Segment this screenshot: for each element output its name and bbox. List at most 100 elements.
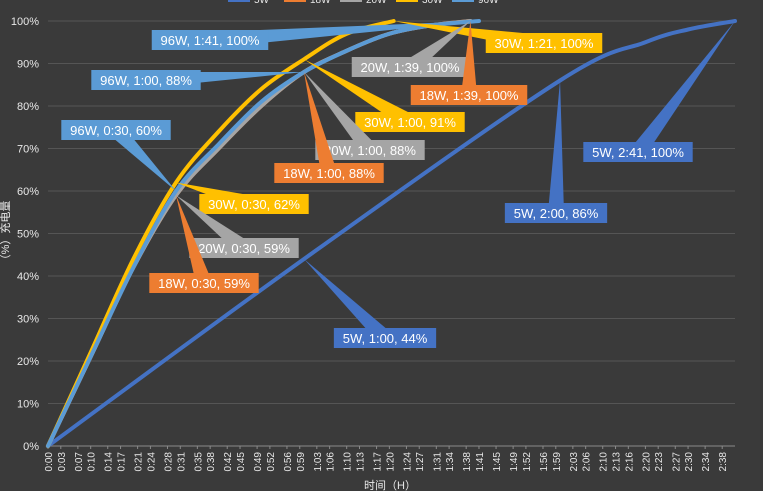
x-tick-label: 1:59 — [552, 452, 563, 472]
callout-box — [355, 112, 465, 132]
data-callout: 30W, 0:30, 62% — [176, 182, 309, 214]
callout-label: 5W, 1:00, 44% — [343, 331, 428, 346]
legend-label: 18W — [310, 0, 331, 6]
x-tick-label: 1:49 — [509, 452, 520, 472]
x-tick-label: 0:42 — [223, 452, 234, 472]
data-callout: 18W, 0:30, 59% — [149, 195, 259, 293]
x-tick-label: 2:03 — [569, 452, 580, 472]
y-tick-label: 20% — [17, 356, 39, 368]
y-axis-label: （%）充电量 — [0, 201, 12, 266]
x-tick-label: 1:27 — [415, 452, 426, 472]
x-tick-label: 0:38 — [206, 452, 217, 472]
y-tick-label: 50% — [17, 229, 39, 241]
x-tick-label: 2:38 — [718, 452, 729, 472]
callout-box — [315, 140, 425, 160]
x-tick-label: 1:52 — [522, 452, 533, 472]
y-tick-label: 100% — [11, 16, 39, 28]
x-tick-label: 2:13 — [612, 452, 623, 472]
callout-box — [485, 33, 603, 53]
x-tick-label: 0:03 — [57, 452, 68, 472]
callout-label: 96W, 1:00, 88% — [100, 73, 192, 88]
callout-box — [504, 203, 608, 223]
x-tick-label: 0:31 — [176, 452, 187, 472]
callout-pointer — [209, 21, 479, 48]
callout-box — [410, 85, 528, 105]
data-callout: 96W, 0:30, 60% — [61, 120, 177, 191]
callout-label: 5W, 2:41, 100% — [592, 145, 684, 160]
x-tick-label: 0:49 — [253, 452, 264, 472]
data-callout: 5W, 1:00, 44% — [304, 259, 437, 348]
x-tick-label: 0:00 — [44, 452, 55, 472]
x-tick-label: 0:10 — [87, 452, 98, 472]
x-tick-label: 1:56 — [539, 452, 550, 472]
callout-label: 5W, 2:00, 86% — [514, 206, 599, 221]
legend-label: 96W — [478, 0, 499, 6]
callout-pointer — [304, 72, 337, 175]
y-tick-label: 80% — [17, 101, 39, 113]
callout-label: 20W, 1:00, 88% — [324, 143, 416, 158]
x-tick-label: 0:17 — [117, 452, 128, 472]
callout-label: 18W, 0:30, 59% — [158, 276, 250, 291]
x-tick-label: 1:24 — [402, 452, 413, 472]
data-callout: 30W, 1:21, 100% — [393, 21, 603, 53]
x-tick-label: 0:24 — [146, 452, 157, 472]
data-callout: 20W, 0:30, 59% — [176, 195, 299, 258]
y-tick-label: 70% — [17, 144, 39, 156]
data-callout: 18W, 1:00, 88% — [274, 72, 384, 183]
data-callout: 5W, 2:41, 100% — [583, 21, 735, 162]
x-tick-label: 0:21 — [134, 452, 145, 472]
series-line-96w — [46, 19, 481, 448]
data-callout: 96W, 1:00, 88% — [91, 70, 305, 90]
data-callout: 96W, 1:41, 100% — [151, 21, 479, 50]
data-callout: 30W, 1:00, 91% — [304, 59, 465, 132]
x-tick-label: 1:41 — [475, 452, 486, 472]
legend-label: 5W — [254, 0, 270, 6]
data-callout: 20W, 1:00, 88% — [304, 72, 425, 160]
callout-pointer — [304, 72, 377, 156]
callout-label: 18W, 1:00, 88% — [283, 166, 375, 181]
x-tick-label: 0:07 — [74, 452, 85, 472]
x-tick-label: 2:23 — [654, 452, 665, 472]
y-tick-label: 90% — [17, 59, 39, 71]
x-tick-label: 0:35 — [193, 452, 204, 472]
callout-pointer — [304, 259, 391, 344]
x-tick-label: 1:38 — [462, 452, 473, 472]
x-tick-label: 2:20 — [641, 452, 652, 472]
series-line-5w — [46, 19, 737, 448]
x-tick-label: 2:30 — [684, 452, 695, 472]
x-tick-label: 1:10 — [343, 452, 354, 472]
callout-box — [333, 328, 437, 348]
callout-pointer — [548, 80, 564, 214]
x-tick-label: 0:28 — [163, 452, 174, 472]
callout-label: 96W, 0:30, 60% — [70, 123, 162, 138]
x-axis-label: 时间（H） — [364, 479, 416, 491]
x-tick-label: 2:10 — [599, 452, 610, 472]
axes: 0%10%20%30%40%50%60%70%80%90%100%0:00 0:0… — [11, 16, 735, 471]
callout-pointer — [631, 21, 735, 157]
x-tick-label: 2:27 — [671, 452, 682, 472]
callout-pointer — [176, 195, 212, 286]
x-tick-label: 1:31 — [432, 452, 443, 472]
callout-box — [351, 57, 469, 77]
data-callout: 20W, 1:39, 100% — [351, 21, 471, 77]
callout-label: 20W, 1:39, 100% — [360, 60, 459, 75]
y-tick-label: 40% — [17, 271, 39, 283]
x-tick-label: 0:45 — [236, 452, 247, 472]
callout-label: 18W, 1:39, 100% — [419, 88, 518, 103]
x-tick-label: 0:14 — [104, 452, 115, 472]
legend: 5W 18W 20W 30W 96W — [228, 0, 499, 6]
x-tick-label: 2:06 — [582, 452, 593, 472]
callout-box — [189, 238, 299, 258]
callout-label: 30W, 0:30, 62% — [208, 197, 300, 212]
x-tick-label: 1:13 — [355, 452, 366, 472]
x-tick-label: 0:59 — [296, 452, 307, 472]
x-tick-label: 1:03 — [313, 452, 324, 472]
y-tick-label: 10% — [17, 399, 39, 411]
data-callout: 18W, 1:39, 100% — [410, 21, 528, 105]
callouts: 96W, 1:41, 100% 96W, 1:00, 88% 96W, 0:30, … — [61, 21, 735, 348]
data-callout: 5W, 2:00, 86% — [504, 80, 608, 223]
y-tick-label: 30% — [17, 314, 39, 326]
x-tick-label: 1:45 — [492, 452, 503, 472]
